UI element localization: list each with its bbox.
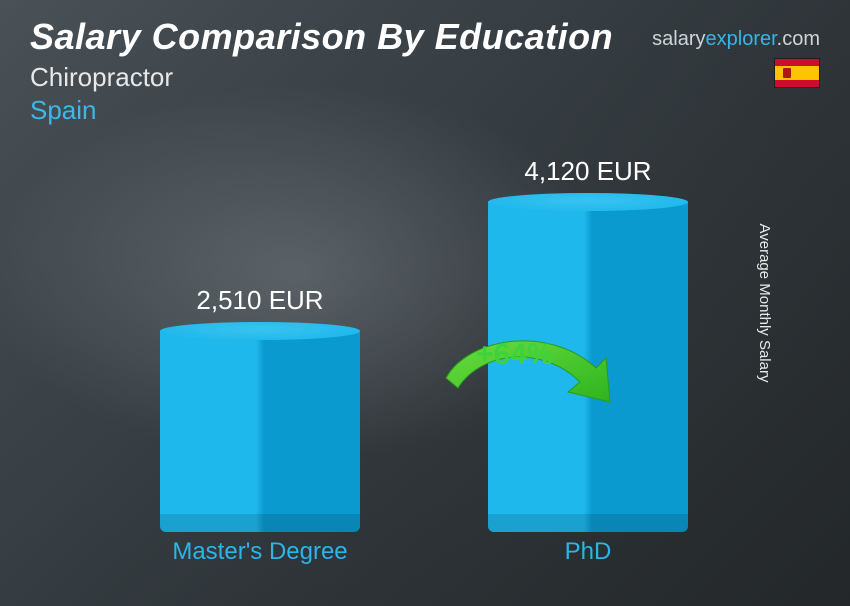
bar-masters (160, 331, 360, 532)
brand-label: salaryexplorer.com (652, 28, 820, 51)
chart-country: Spain (30, 95, 820, 126)
flag-stripe-mid (775, 66, 819, 80)
bar-bottom-shade (160, 514, 360, 532)
chart-subtitle: Chiropractor (30, 62, 820, 93)
y-axis-label: Average Monthly Salary (756, 224, 773, 383)
brand-prefix: salary (652, 28, 705, 50)
bar-top-ellipse (160, 322, 360, 340)
bar-value-masters: 2,510 EUR (160, 285, 360, 316)
flag-stripe-top (775, 59, 819, 66)
bar-bottom-shade (488, 514, 688, 532)
bar-body (160, 331, 360, 532)
bar-top-ellipse (488, 193, 688, 211)
brand-suffix: .com (777, 28, 820, 50)
flag-crest (783, 68, 791, 78)
spain-flag-icon (774, 58, 820, 88)
brand-mid: explorer (706, 28, 777, 50)
flag-stripe-bottom (775, 80, 819, 87)
percent-increase-label: +64% (476, 338, 554, 372)
bar-category-masters: Master's Degree (160, 538, 360, 566)
bar-category-phd: PhD (488, 538, 688, 566)
bar-chart: +64% 2,510 EUR Master's Degree 4,120 EUR (120, 200, 730, 566)
bar-value-phd: 4,120 EUR (488, 156, 688, 187)
bar-group-masters: 2,510 EUR (160, 331, 360, 532)
